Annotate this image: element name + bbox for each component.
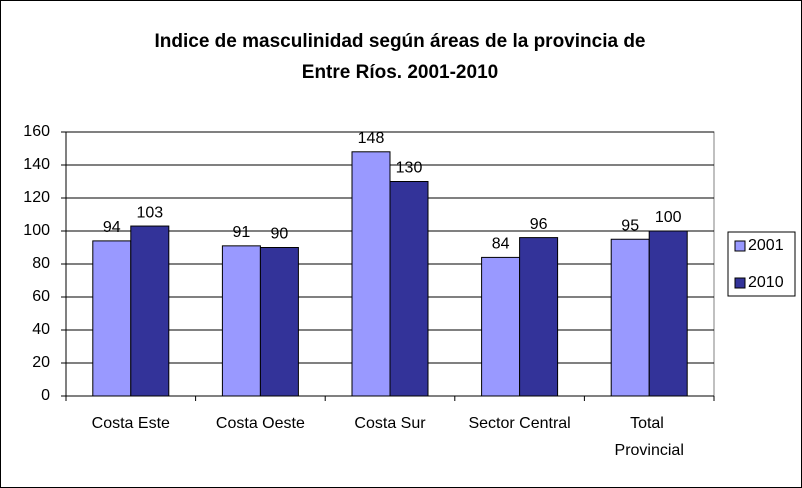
bar	[648, 230, 688, 397]
bar	[259, 247, 299, 397]
legend-label: 2010	[748, 274, 784, 291]
data-label: 130	[396, 160, 423, 177]
x-tick-label: Costa Este	[92, 415, 170, 432]
y-tick-label: 140	[23, 156, 50, 173]
bar	[519, 237, 559, 397]
bar	[130, 225, 170, 397]
y-tick-label: 40	[32, 321, 50, 338]
legend-swatch	[734, 277, 746, 289]
legend-swatch	[734, 240, 746, 252]
y-tick-label: 20	[32, 354, 50, 371]
bar	[221, 245, 261, 397]
bar	[92, 240, 132, 397]
data-label: 148	[358, 130, 385, 147]
data-label: 96	[530, 216, 548, 233]
y-tick-label: 80	[32, 255, 50, 272]
data-label: 84	[492, 236, 510, 253]
bar	[481, 256, 521, 397]
y-tick-label: 100	[23, 222, 50, 239]
y-tick-label: 160	[23, 123, 50, 140]
chart-title: Entre Ríos. 2001-2010	[302, 62, 498, 83]
y-tick-label: 0	[41, 387, 50, 404]
bar	[610, 238, 650, 397]
data-label: 91	[233, 224, 251, 241]
x-tick-label: Costa Sur	[354, 415, 426, 432]
y-tick-label: 60	[32, 288, 50, 305]
data-label: 94	[103, 219, 121, 236]
chart-title: Indice de masculinidad según áreas de la…	[154, 31, 645, 52]
bar	[389, 181, 429, 397]
x-tick-label: Costa Oeste	[216, 415, 305, 432]
x-tick-label: Total Provincial	[615, 415, 684, 459]
data-label: 100	[655, 209, 682, 226]
bar	[351, 151, 391, 397]
y-tick-label: 120	[23, 189, 50, 206]
data-label: 95	[621, 217, 639, 234]
data-label: 103	[136, 204, 163, 221]
legend-label: 2001	[748, 237, 784, 254]
data-label: 90	[271, 226, 289, 243]
x-tick-label: Sector Central	[468, 415, 570, 432]
